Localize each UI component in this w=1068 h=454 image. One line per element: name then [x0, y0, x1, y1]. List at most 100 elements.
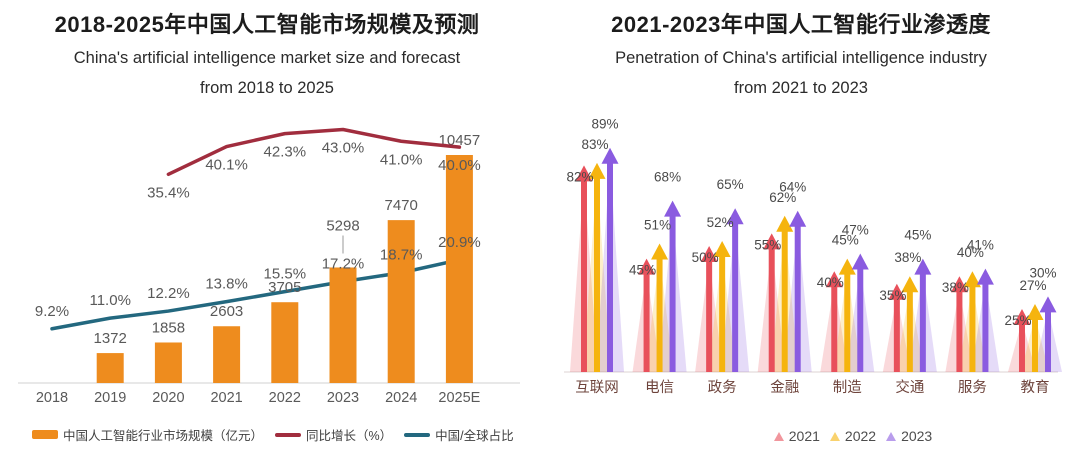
line-swatch-icon — [275, 432, 302, 437]
arrow-head — [1039, 296, 1057, 313]
arrow-head — [664, 200, 682, 217]
arrow-shaft — [956, 289, 963, 372]
arrow-shaft — [669, 213, 676, 372]
bar-2020 — [154, 342, 182, 383]
svg-text:62%: 62% — [769, 190, 796, 205]
svg-text:18.7%: 18.7% — [380, 247, 423, 264]
arrow-head — [914, 258, 932, 275]
svg-text:教育: 教育 — [1020, 379, 1049, 396]
penetration-subtitle-en: Penetration of China's artificial intell… — [615, 48, 987, 67]
arrow-head — [1013, 309, 1031, 325]
svg-text:2022: 2022 — [269, 390, 301, 406]
svg-text:43.0%: 43.0% — [322, 139, 365, 156]
arrow-shaft — [656, 256, 663, 372]
market-size-subtitle-en: China's artificial intelligence market s… — [73, 48, 461, 67]
svg-text:83%: 83% — [581, 137, 608, 152]
arrow-head — [588, 162, 606, 179]
svg-text:27%: 27% — [1019, 278, 1046, 293]
penetration-panel: 2021-2023年中国人工智能行业渗透度 Penetration of Chi… — [534, 0, 1068, 454]
arrow-shaft — [1031, 316, 1038, 372]
arrow-head — [651, 243, 669, 260]
market-size-subtitle-range: from 2018 to 2025 — [200, 78, 334, 97]
market-size-panel: 2018-2025年中国人工智能市场规模及预测 China's artifici… — [18, 12, 520, 444]
arrow-shaft — [581, 178, 587, 372]
arrow-shaft — [831, 284, 838, 372]
svg-text:45%: 45% — [832, 233, 859, 248]
svg-text:11.0%: 11.0% — [89, 292, 130, 309]
arrow-shaft — [794, 223, 801, 372]
svg-text:51%: 51% — [644, 217, 671, 232]
legend-label-global-share: 中国/全球占比 — [435, 429, 514, 443]
svg-text:7470: 7470 — [385, 197, 418, 214]
triangle-2021-icon — [773, 431, 784, 441]
svg-text:12.2%: 12.2% — [147, 285, 190, 302]
svg-text:40.0%: 40.0% — [438, 157, 481, 174]
svg-text:1858: 1858 — [152, 319, 185, 336]
svg-text:20.9%: 20.9% — [438, 234, 481, 251]
svg-text:金融: 金融 — [770, 379, 799, 396]
svg-text:40%: 40% — [957, 245, 984, 260]
svg-text:5298: 5298 — [326, 217, 359, 234]
legend-label-2021: 2021 — [788, 428, 820, 444]
legend-label-2023: 2023 — [901, 428, 933, 444]
arrow-head — [776, 215, 794, 232]
arrow-shaft — [643, 271, 650, 372]
svg-text:68%: 68% — [654, 170, 681, 185]
svg-text:政务: 政务 — [708, 379, 737, 396]
arrow-shaft — [893, 296, 900, 372]
legend-item-2021: 2021 — [773, 428, 820, 444]
arrows — [575, 147, 1057, 372]
market-size-combo-chart: 2018 2019 2020 2021 2022 2023 2024 2025E 1372 185… — [18, 127, 520, 406]
arrow-shaft — [706, 259, 713, 372]
bar-2023 — [329, 267, 357, 383]
svg-text:互联网: 互联网 — [575, 379, 619, 396]
arrow-head — [1026, 303, 1044, 320]
svg-text:2023: 2023 — [327, 390, 359, 406]
legend-label-yoy-growth: 同比增长（%） — [306, 429, 393, 443]
arrow-head — [763, 233, 781, 250]
triangle-2023-icon — [886, 431, 897, 441]
arrow-head — [575, 165, 593, 182]
svg-text:交通: 交通 — [895, 378, 924, 396]
svg-text:2024: 2024 — [385, 390, 417, 406]
penetration-title-zh: 2021-2023年中国人工智能行业渗透度 — [611, 12, 991, 37]
arrow-head — [950, 276, 968, 293]
bar-2019 — [96, 353, 124, 383]
svg-text:1372: 1372 — [94, 330, 127, 347]
svg-text:55%: 55% — [754, 237, 781, 252]
svg-text:50%: 50% — [692, 250, 719, 265]
arrow-head — [700, 246, 718, 262]
svg-text:47%: 47% — [842, 223, 869, 238]
arrow-shaft — [781, 228, 788, 372]
svg-text:38%: 38% — [894, 250, 921, 265]
svg-text:89%: 89% — [591, 117, 618, 132]
line-swatch-icon — [404, 432, 431, 437]
bar-2025E — [445, 155, 473, 383]
svg-text:2603: 2603 — [210, 303, 243, 320]
arrow-shaft — [906, 289, 913, 372]
bar-2024 — [387, 220, 415, 383]
arrow-shaft — [607, 160, 613, 372]
svg-text:9.2%: 9.2% — [35, 303, 69, 320]
svg-text:2019: 2019 — [94, 390, 126, 406]
svg-text:17.2%: 17.2% — [322, 256, 365, 273]
x-axis-labels: 互联网 电信 政务 金融 制造 交通 服务 教育 — [575, 378, 1049, 396]
svg-text:38%: 38% — [942, 280, 969, 295]
yoy-growth-line — [166, 127, 462, 177]
svg-text:2025E: 2025E — [438, 390, 480, 406]
arrow-head — [976, 268, 994, 285]
legend-item-2022: 2022 — [829, 428, 876, 444]
legend-item-global-share: 中国/全球占比 — [404, 425, 514, 444]
arrow-head — [601, 147, 619, 164]
arrow-head — [789, 210, 807, 227]
svg-text:2018: 2018 — [36, 390, 68, 406]
arrow-head — [901, 276, 919, 293]
arrow-shaft — [1044, 309, 1051, 372]
bar-2022 — [271, 302, 299, 383]
legend-item-yoy-growth: 同比增长（%） — [275, 425, 392, 444]
arrow-shaft — [969, 284, 976, 372]
svg-text:15.5%: 15.5% — [264, 266, 307, 283]
arrow-head — [838, 258, 856, 275]
svg-text:41.0%: 41.0% — [380, 151, 423, 168]
